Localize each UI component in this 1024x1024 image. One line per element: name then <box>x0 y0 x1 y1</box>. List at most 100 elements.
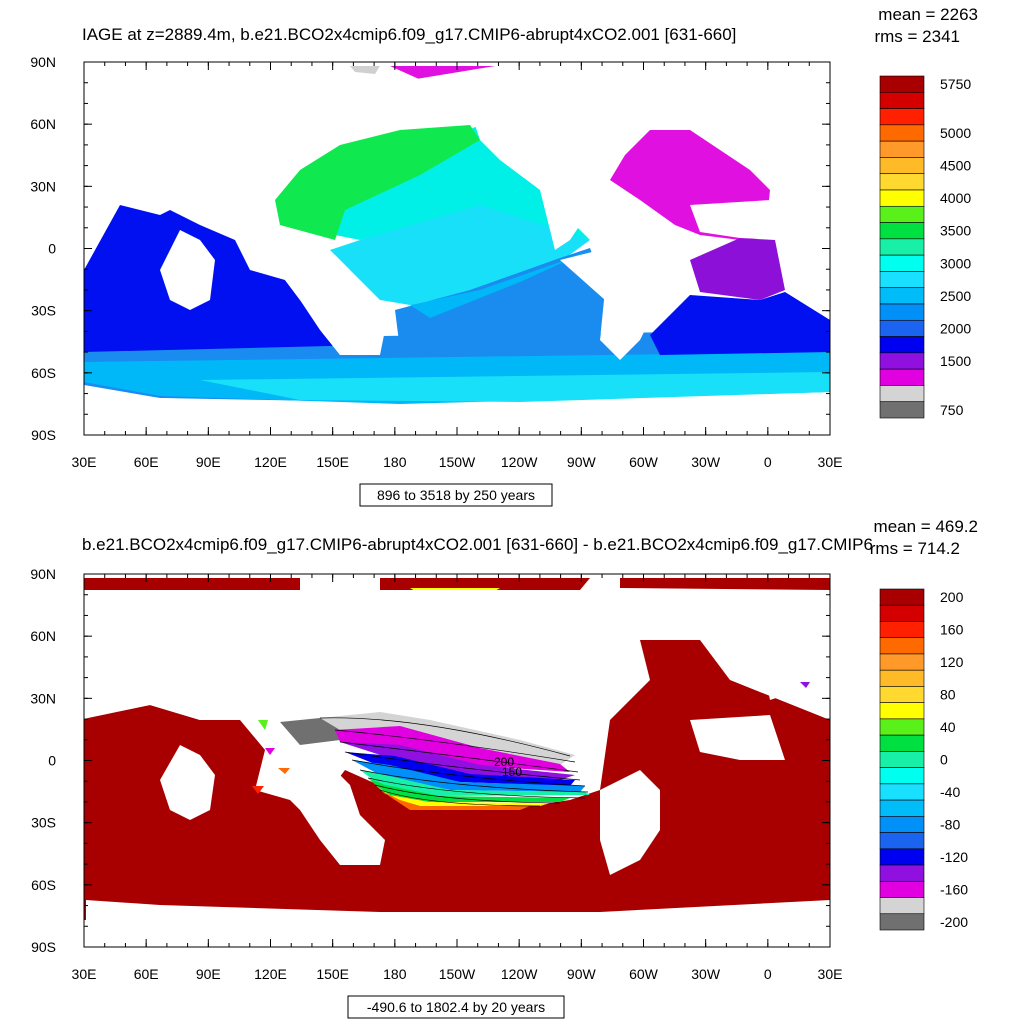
contour-lines <box>319 717 589 807</box>
contour-label-150: 150 <box>502 765 522 779</box>
panel-1-rms: rms = 2341 <box>874 27 960 46</box>
colorbar-swatch <box>879 385 925 403</box>
lat-tick-label: 30N <box>30 178 56 194</box>
colorbar-swatch <box>879 205 925 223</box>
land-mask <box>84 590 830 932</box>
colorbar-label: -120 <box>940 849 968 865</box>
colorbar-swatch <box>879 336 925 354</box>
lon-tick-label: 30E <box>818 454 843 470</box>
lat-tick-label: 90N <box>30 566 56 582</box>
panel-1-map: 90N 60N 30N 0 30S 60S 90S 30E 60E 90E 120E 150E 180… <box>30 54 842 470</box>
colorbar-swatch <box>879 238 925 256</box>
panel-1-footer: 896 to 3518 by 250 years <box>377 487 535 503</box>
colorbar-label: 4000 <box>940 190 971 206</box>
colorbar-swatch <box>879 799 925 817</box>
colorbar-swatch <box>879 913 925 931</box>
lon-tick-label: 120E <box>254 454 287 470</box>
lat-tick-label: 30S <box>31 303 56 319</box>
colorbar-swatch <box>879 352 925 370</box>
colorbar-swatch <box>879 124 925 142</box>
ocean-field <box>84 64 830 404</box>
lon-tick-label: 90E <box>196 966 221 982</box>
lat-tick-label: 30S <box>31 815 56 831</box>
colorbar-swatch <box>879 588 925 606</box>
lat-tick-label: 60S <box>31 365 56 381</box>
panel-2-tick-marks <box>83 573 831 948</box>
colorbar-label: 2000 <box>940 320 971 336</box>
lon-tick-label: 30E <box>818 966 843 982</box>
colorbar-swatch <box>879 734 925 752</box>
lon-tick-label: 30E <box>72 454 97 470</box>
lon-tick-label: 180 <box>383 966 407 982</box>
colorbar-label: 160 <box>940 622 964 638</box>
colorbar-label: -40 <box>940 784 960 800</box>
colorbar-label: 120 <box>940 654 964 670</box>
colorbar-label: 1500 <box>940 353 971 369</box>
colorbar-label: -80 <box>940 816 960 832</box>
colorbar-swatch <box>879 653 925 671</box>
lat-tick-label: 90S <box>31 939 56 955</box>
land-mask <box>84 62 830 420</box>
lon-tick-label: 30E <box>72 966 97 982</box>
colorbar-swatch <box>879 75 925 93</box>
colorbar-swatch <box>879 897 925 915</box>
lon-tick-label: 180 <box>383 454 407 470</box>
colorbar-swatch <box>879 816 925 833</box>
colorbar-label: 5000 <box>940 125 971 141</box>
lon-tick-label: 0 <box>764 966 772 982</box>
colorbar-swatch <box>879 368 925 386</box>
colorbar-swatch <box>879 848 925 866</box>
colorbar-label: 4500 <box>940 158 971 174</box>
lon-tick-label: 30W <box>691 454 721 470</box>
colorbar-label: 3500 <box>940 223 971 239</box>
panel-1-mean: mean = 2263 <box>878 5 978 24</box>
colorbar-swatch <box>879 271 925 289</box>
panel-1-title: IAGE at z=2889.4m, b.e21.BCO2x4cmip6.f09… <box>82 25 736 44</box>
lon-tick-label: 90W <box>567 966 597 982</box>
colorbar-swatch <box>879 140 925 158</box>
colorbar-label: 0 <box>940 752 948 768</box>
colorbar-swatch <box>879 864 925 882</box>
lon-tick-label: 60W <box>629 966 659 982</box>
panel-difference: b.e21.BCO2x4cmip6.f09_g17.CMIP6-abrupt4x… <box>30 517 978 1019</box>
colorbar-swatch <box>879 637 925 655</box>
lat-tick-label: 60N <box>30 628 56 644</box>
colorbar-swatch <box>879 880 925 898</box>
lat-tick-label: 90N <box>30 54 56 70</box>
contour-label-200: 200 <box>494 755 514 769</box>
lat-tick-label: 90S <box>31 427 56 443</box>
colorbar-label: 750 <box>940 402 964 418</box>
lon-tick-label: 150W <box>439 454 476 470</box>
colorbar-swatch <box>879 254 925 272</box>
panel-2-footer-box <box>347 995 565 1019</box>
panel-2-title: b.e21.BCO2x4cmip6.f09_g17.CMIP6-abrupt4x… <box>82 535 873 554</box>
lat-tick-label: 0 <box>48 753 56 769</box>
colorbar-swatch <box>879 303 925 321</box>
lat-tick-label: 60S <box>31 877 56 893</box>
colorbar-swatch <box>879 783 925 801</box>
lon-tick-label: 90W <box>567 454 597 470</box>
colorbar-swatch <box>879 621 925 639</box>
lon-tick-label: 60W <box>629 454 659 470</box>
lon-tick-label: 120W <box>501 454 538 470</box>
lon-tick-label: 120W <box>501 966 538 982</box>
colorbar-swatch <box>879 287 925 305</box>
panel-2-footer: -490.6 to 1802.4 by 20 years <box>367 999 545 1015</box>
panel-2-rms: rms = 714.2 <box>870 539 960 558</box>
lat-tick-label: 0 <box>48 241 56 257</box>
panel-2-lat-labels: 90N 60N 30N 0 30S 60S 90S <box>30 566 56 955</box>
panel-2-lon-labels: 30E 60E 90E 120E 150E 180 150W 120W 90W 60W 30W 0 30… <box>72 966 843 982</box>
colorbar-swatch <box>879 686 925 703</box>
panel-1-footer-box <box>359 483 553 507</box>
lon-tick-label: 60E <box>134 966 159 982</box>
colorbar-label: 80 <box>940 687 956 703</box>
colorbar-swatch <box>879 669 925 687</box>
colorbar-swatch <box>879 157 925 175</box>
lon-tick-label: 150E <box>316 966 349 982</box>
colorbar-swatch <box>879 767 925 785</box>
panel-1-tick-marks <box>83 61 831 436</box>
colorbar-swatch <box>879 832 925 850</box>
lon-tick-label: 30W <box>691 966 721 982</box>
colorbar-swatch <box>879 604 925 622</box>
